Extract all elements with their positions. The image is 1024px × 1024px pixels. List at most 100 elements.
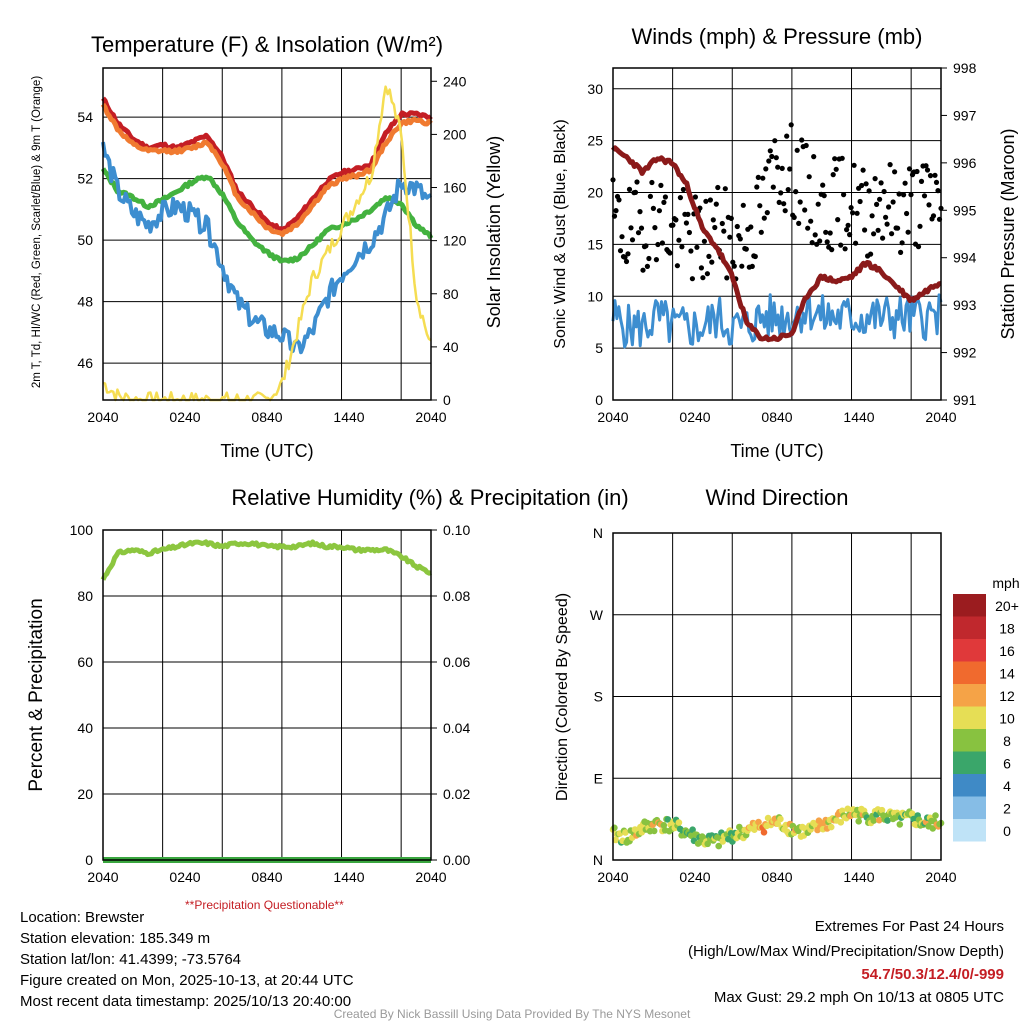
rh-ytick-label: 60 xyxy=(77,654,93,670)
gust-point xyxy=(832,156,838,162)
gust-point xyxy=(845,222,851,228)
temp-xtick-label: 2040 xyxy=(87,409,118,425)
wind-ytick-right-label: 998 xyxy=(953,60,977,76)
legend-label: 0 xyxy=(1003,823,1011,839)
gust-point xyxy=(737,236,743,242)
gust-point xyxy=(833,166,839,172)
gust-point xyxy=(880,235,886,241)
direction-point xyxy=(844,805,851,813)
gust-point xyxy=(707,197,714,203)
temp-chart-title: Temperature (F) & Insolation (W/m²) xyxy=(91,32,443,57)
temp-ytick-right-label: 240 xyxy=(443,73,467,89)
gust-point xyxy=(830,172,836,178)
wind-ytick-right-label: 995 xyxy=(953,202,977,218)
wind-xtick-label: 0240 xyxy=(679,409,710,425)
direction-point xyxy=(777,815,784,823)
gust-point xyxy=(814,241,820,247)
gust-point xyxy=(692,194,699,200)
gust-point xyxy=(854,210,860,216)
gust-point xyxy=(755,174,761,180)
solar-insolation-line xyxy=(102,85,432,402)
rh-ytick-label: 100 xyxy=(70,522,94,538)
direction-point xyxy=(896,821,904,828)
rh-chart-title: Relative Humidity (%) & Precipitation (i… xyxy=(231,485,628,510)
gust-point xyxy=(760,175,766,181)
wind-x-axis-label: Time (UTC) xyxy=(730,441,823,461)
temp-y-axis-right-label: Solar Insolation (Yellow) xyxy=(484,136,504,328)
gust-point xyxy=(932,172,938,178)
gust-point xyxy=(632,189,639,195)
gust-point xyxy=(674,263,681,269)
temp-ytick-label: 48 xyxy=(77,294,93,310)
direction-point xyxy=(837,819,845,826)
temp-ytick-right-label: 0 xyxy=(443,392,451,408)
temp-ytick-right-label: 160 xyxy=(443,180,467,196)
legend-swatch xyxy=(953,684,986,707)
gust-point xyxy=(853,240,859,246)
gust-point xyxy=(797,199,803,205)
gust-point xyxy=(619,234,625,240)
gust-point xyxy=(899,240,905,246)
gust-point xyxy=(794,147,800,153)
wind-ytick-label: 30 xyxy=(587,81,603,97)
gust-point xyxy=(749,263,755,269)
gust-point xyxy=(776,199,782,205)
rh-ytick-right-label: 0.02 xyxy=(443,786,470,802)
legend-swatch xyxy=(953,774,986,797)
gust-point xyxy=(869,213,875,219)
gust-point xyxy=(701,238,708,244)
legend-label: 16 xyxy=(999,643,1015,659)
gust-point xyxy=(635,230,642,236)
legend-label: 20+ xyxy=(995,598,1019,614)
gust-point xyxy=(764,210,770,216)
gust-point xyxy=(758,229,764,235)
legend-swatch xyxy=(953,751,986,774)
gust-point xyxy=(626,186,633,192)
gust-point xyxy=(782,208,788,214)
temp-xtick-label: 2040 xyxy=(415,409,446,425)
legend-label: 10 xyxy=(999,711,1015,727)
wind-ytick-right-label: 992 xyxy=(953,345,977,361)
gust-point xyxy=(731,263,737,269)
dir-ytick-label: S xyxy=(594,689,603,705)
gust-point xyxy=(773,155,779,161)
gust-point xyxy=(926,202,932,208)
gust-point xyxy=(754,184,760,190)
direction-point xyxy=(751,826,758,833)
temp-ytick-right-label: 120 xyxy=(443,233,467,249)
gust-point xyxy=(871,231,877,237)
gust-point xyxy=(906,166,913,172)
recent-timestamp: Most recent data timestamp: 2025/10/13 2… xyxy=(20,993,352,1010)
gust-point xyxy=(748,224,754,230)
legend-swatch xyxy=(953,594,986,617)
gust-point xyxy=(655,241,661,248)
gust-point xyxy=(634,179,640,185)
gust-point xyxy=(881,188,887,195)
gust-point xyxy=(763,166,769,172)
gust-point xyxy=(680,186,687,193)
temp-frame xyxy=(102,67,432,401)
gust-point xyxy=(757,203,763,209)
gust-point xyxy=(661,199,667,205)
legend-label: 4 xyxy=(1003,778,1011,794)
legend-swatch xyxy=(953,819,986,842)
gust-point xyxy=(844,227,850,233)
legend-label: 6 xyxy=(1003,756,1011,772)
gust-point xyxy=(829,247,835,253)
gust-point xyxy=(817,238,823,244)
temp-x-axis-label: Time (UTC) xyxy=(220,441,313,461)
gust-point xyxy=(685,211,691,217)
gust-point xyxy=(679,244,685,250)
rh-y-axis-label: Percent & Precipitation xyxy=(26,598,47,791)
gust-point xyxy=(851,162,857,168)
gust-point xyxy=(637,209,643,215)
gust-point xyxy=(761,215,767,221)
gust-point xyxy=(923,163,929,169)
temp-xtick-label: 0240 xyxy=(169,409,200,425)
rh-xtick-label: 0840 xyxy=(251,869,282,885)
gust-point xyxy=(896,191,902,197)
gust-point xyxy=(713,201,719,207)
dir-xtick-label: 2040 xyxy=(597,869,628,885)
gust-point xyxy=(617,248,624,254)
gust-point xyxy=(722,186,728,192)
